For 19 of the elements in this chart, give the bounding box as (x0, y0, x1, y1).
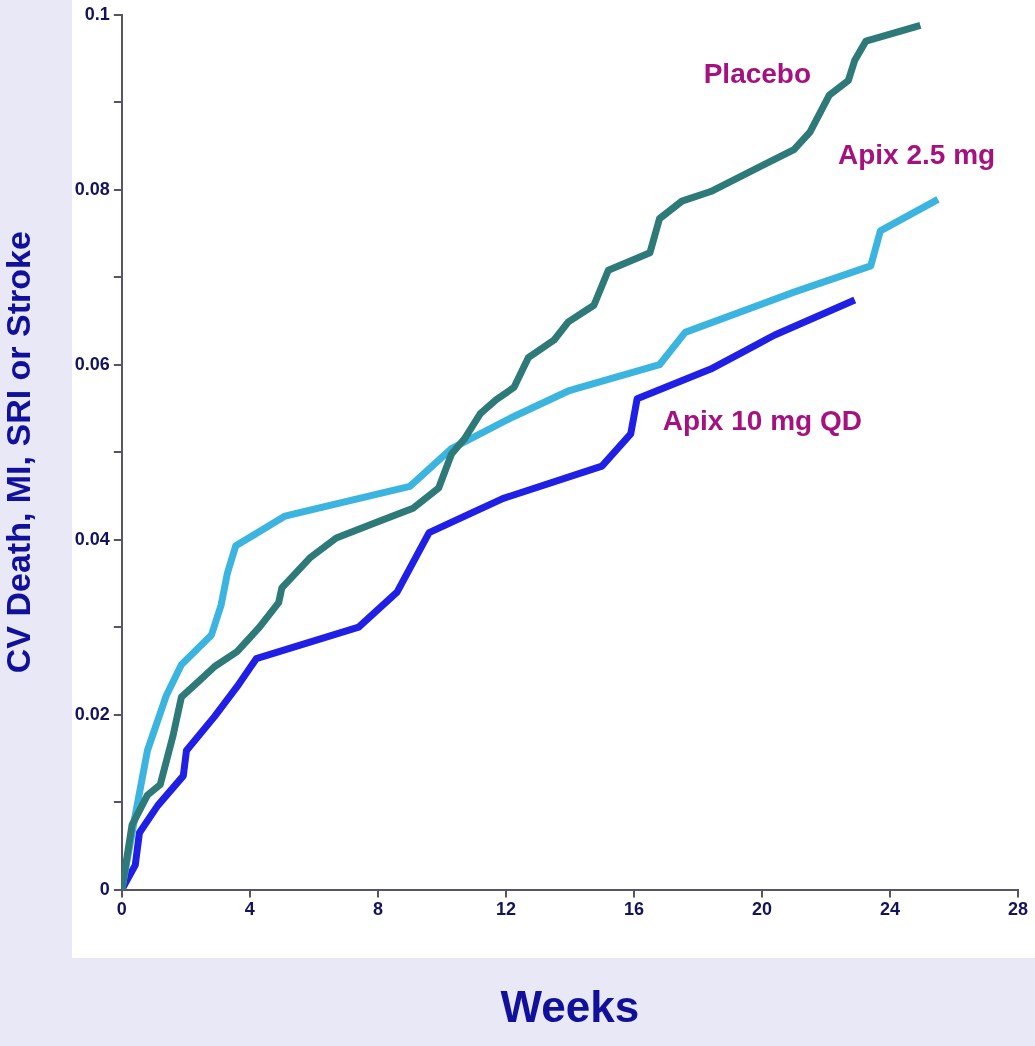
x-tick-label: 28 (1007, 899, 1029, 920)
x-tick-label: 8 (372, 899, 383, 920)
y-tick-label: 0 (99, 878, 110, 899)
x-axis-title: Weeks (500, 981, 640, 1031)
x-tick-label: 4 (244, 899, 255, 920)
x-tick-label: 24 (879, 899, 900, 920)
x-tick-label: 0 (116, 899, 127, 920)
y-axis-title: CV Death, MI, SRI or Stroke (0, 231, 37, 674)
y-tick-label: 0.04 (74, 528, 110, 549)
y-tick-label: 0.06 (74, 353, 110, 374)
x-tick-label: 20 (751, 899, 772, 920)
x-tick-label: 12 (495, 899, 516, 920)
series-label: Apix 2.5 mg (837, 139, 996, 171)
y-tick-label: 0.08 (74, 178, 110, 199)
series-label: Apix 10 mg QD (662, 404, 862, 436)
y-tick-label: 0.1 (84, 3, 110, 24)
y-tick-label: 0.02 (74, 703, 110, 724)
x-tick-label: 16 (623, 899, 644, 920)
series-label: Placebo (703, 58, 812, 90)
